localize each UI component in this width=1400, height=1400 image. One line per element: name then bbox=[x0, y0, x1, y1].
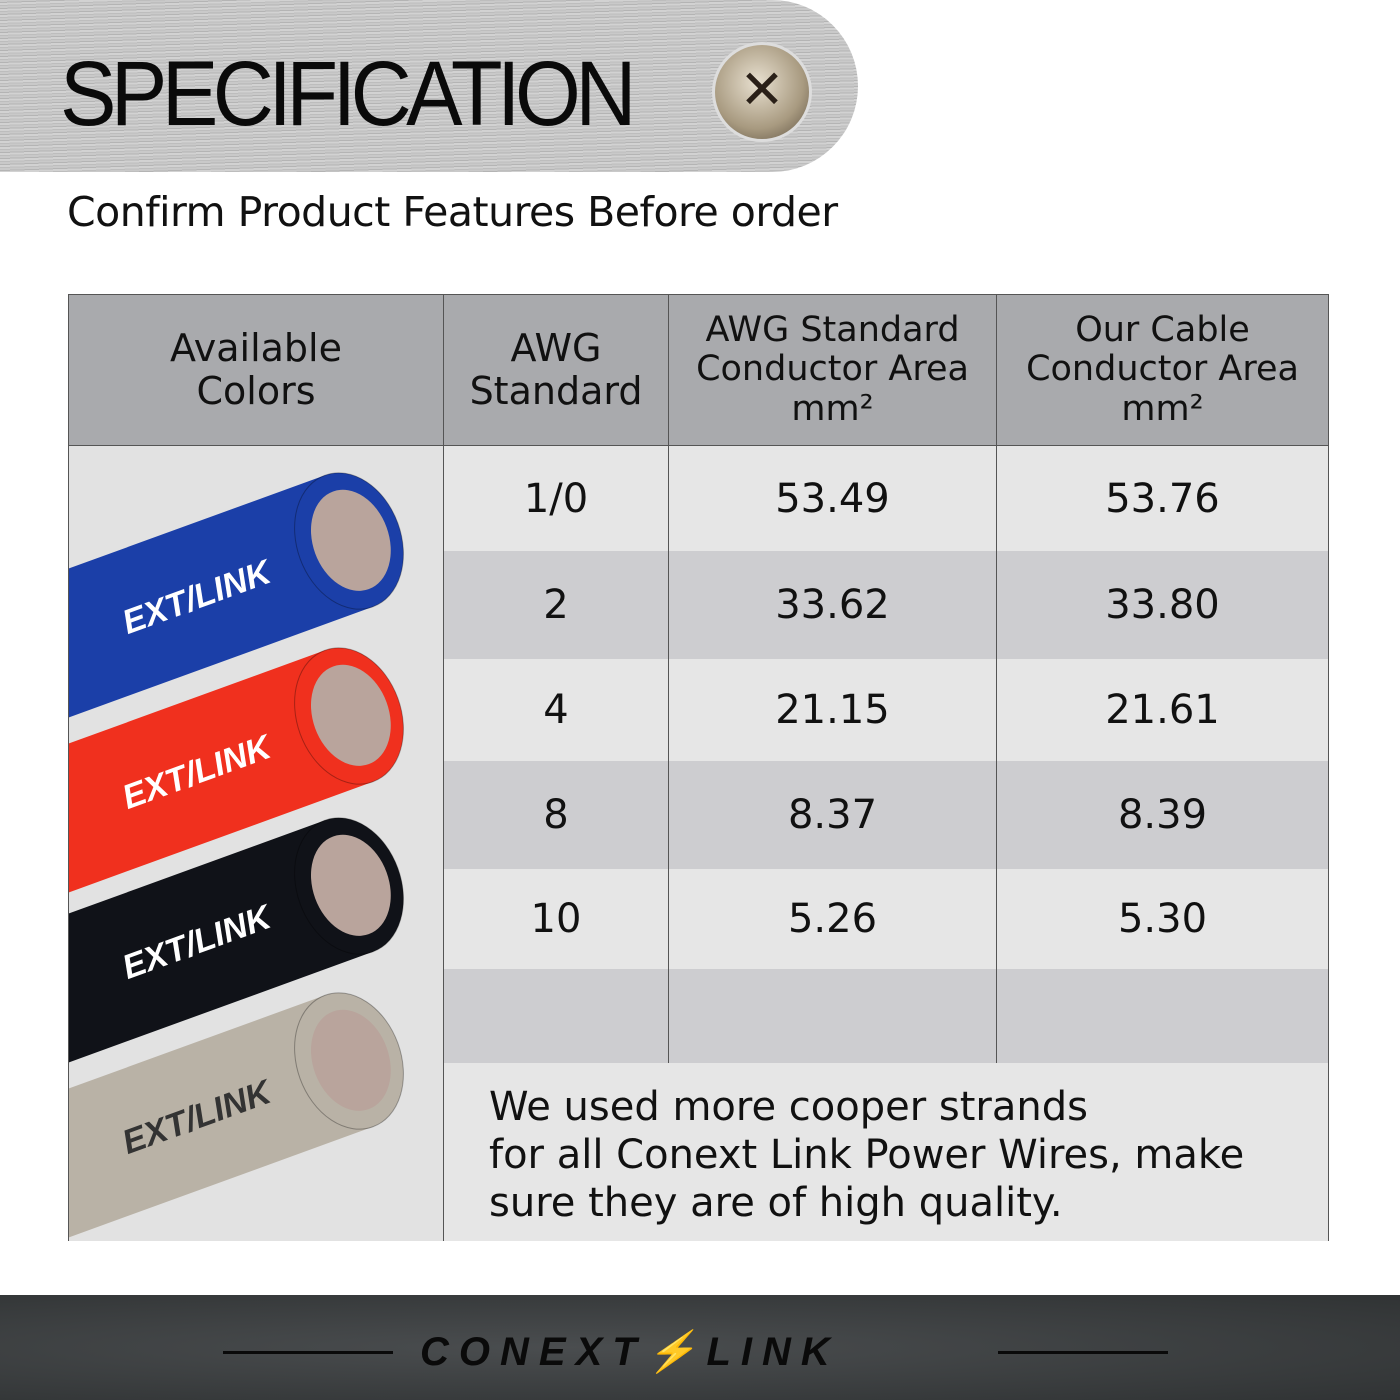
cell-awg bbox=[444, 969, 669, 1063]
footer-line-left bbox=[223, 1351, 393, 1354]
cell-awg: 2 bbox=[444, 551, 669, 659]
header-our-area: Our Cable Conductor Area mm² bbox=[997, 295, 1328, 446]
cable-2: EXT/LINK bbox=[69, 817, 404, 1089]
page-title: SPECIFICATION bbox=[60, 43, 636, 145]
cell-ours: 33.80 bbox=[1105, 582, 1220, 628]
quality-note: We used more cooper strands for all Cone… bbox=[444, 1063, 1328, 1241]
header-available-colors: Available Colors bbox=[69, 295, 444, 446]
cell-ours: 5.30 bbox=[1117, 896, 1208, 942]
cable-0: EXT/LINK bbox=[69, 472, 404, 744]
footer-line-right bbox=[998, 1351, 1168, 1354]
header-awg-standard: AWG Standard bbox=[444, 295, 669, 446]
table-row: 4 21.15 21.61 bbox=[444, 659, 1328, 761]
cell-ours bbox=[997, 969, 1328, 1063]
cell-standard: 5.26 bbox=[669, 869, 997, 969]
cell-ours: 8.39 bbox=[1117, 792, 1208, 838]
table-row: 10 5.26 5.30 bbox=[444, 869, 1328, 969]
table-row: 2 33.62 33.80 bbox=[444, 551, 1328, 659]
table-row bbox=[444, 969, 1328, 1063]
cell-awg: 1/0 bbox=[444, 446, 669, 551]
cable-1: EXT/LINK bbox=[69, 647, 404, 919]
cell-awg: 8 bbox=[444, 761, 669, 869]
cell-ours: 21.61 bbox=[1105, 687, 1220, 733]
cell-awg: 4 bbox=[444, 659, 669, 761]
cell-standard: 53.49 bbox=[669, 446, 997, 551]
cell-standard bbox=[669, 969, 997, 1063]
subtitle: Confirm Product Features Before order bbox=[67, 188, 838, 236]
cell-awg: 10 bbox=[444, 869, 669, 969]
cell-ours: 53.76 bbox=[1105, 475, 1220, 522]
cable-colors-image: EXT/LINK EXT/LINK EXT/LINK EXT/LINK bbox=[69, 446, 444, 1241]
cell-standard: 33.62 bbox=[669, 551, 997, 659]
brand-logo: CONEXT⚡LINK bbox=[420, 1330, 840, 1374]
cell-standard: 8.37 bbox=[669, 761, 997, 869]
header-awg-area: AWG Standard Conductor Area mm² bbox=[669, 295, 997, 446]
cable-3: EXT/LINK bbox=[69, 992, 404, 1241]
footer-bar bbox=[0, 1295, 1400, 1400]
table-row: 1/0 53.49 53.76 bbox=[444, 446, 1328, 551]
phillips-screw-icon: ✕ bbox=[712, 42, 812, 142]
bolt-icon: ⚡ bbox=[646, 1330, 707, 1374]
cell-standard: 21.15 bbox=[669, 659, 997, 761]
table-row: 8 8.37 8.39 bbox=[444, 761, 1328, 869]
spec-table: Available Colors AWG Standard AWG Standa… bbox=[68, 294, 1329, 1241]
